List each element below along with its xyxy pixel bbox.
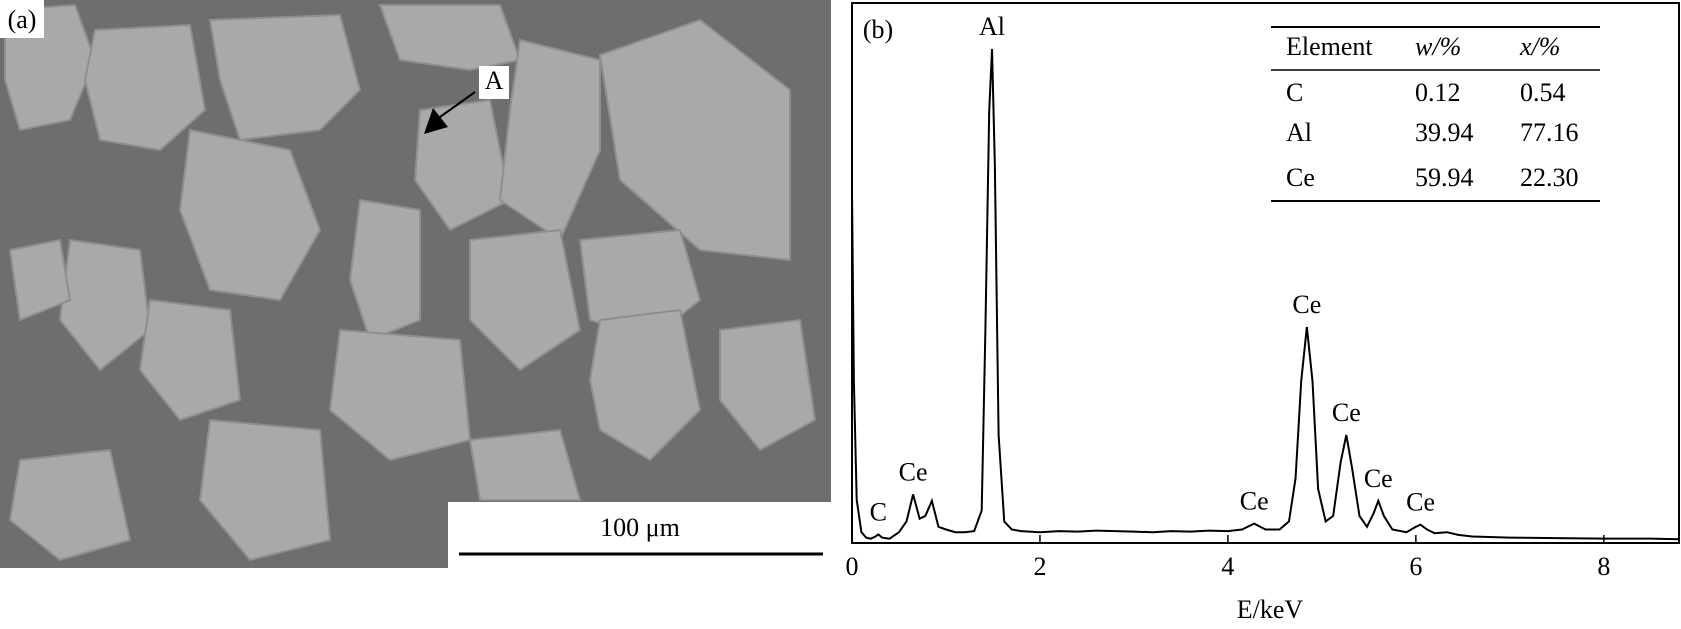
table-cell: 59.94 [1415,163,1474,192]
sem-image: (a) A 100 μm [0,0,831,568]
x-tick-label: 2 [1033,552,1046,581]
table-cell: 77.16 [1520,118,1579,147]
peak-label: Al [979,12,1005,41]
table-cell: C [1286,78,1303,107]
table-cell: 0.12 [1415,78,1461,107]
peak-label: Ce [1240,487,1269,516]
x-tick-label: 8 [1597,552,1610,581]
spectrum-line [851,48,1680,541]
x-tick-label: 0 [846,552,859,581]
panel-label: (a) [8,5,37,34]
x-tick-label: 6 [1409,552,1422,581]
peak-label: C [870,497,887,526]
table [1271,26,1600,202]
table-cell: 22.30 [1520,163,1579,192]
table-header: Element [1286,32,1373,61]
table-cell: Al [1286,118,1312,147]
table-cell: Ce [1286,163,1315,192]
peak-label: Ce [1332,398,1361,427]
table-header: x/% [1519,32,1560,61]
x-axis-label: E/keV [1237,595,1304,624]
x-tick-label: 4 [1221,552,1234,581]
table-header: w/% [1415,32,1461,61]
peak-label: Ce [1292,290,1321,319]
annotation: A [485,66,504,95]
panel-label: (b) [863,15,893,44]
table-cell: 0.54 [1520,78,1566,107]
peak-label: Ce [1406,488,1435,517]
scale-bar-label: 100 μm [600,513,680,542]
peak-label: Ce [899,457,928,486]
table-cell: 39.94 [1415,118,1474,147]
peak-label: Ce [1364,464,1393,493]
